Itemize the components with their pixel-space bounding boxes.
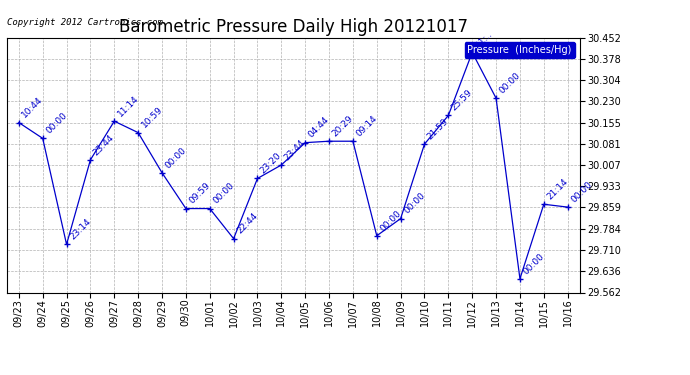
- Text: 00:00: 00:00: [402, 191, 426, 216]
- Text: 00:00: 00:00: [211, 181, 236, 206]
- Text: 09:14: 09:14: [354, 114, 379, 138]
- Text: 00:00: 00:00: [569, 180, 593, 204]
- Text: 23:14: 23:14: [68, 217, 92, 242]
- Text: 21:59: 21:59: [426, 117, 451, 141]
- Text: 04:44: 04:44: [306, 116, 331, 140]
- Text: 00:00: 00:00: [378, 209, 403, 233]
- Text: 25:59: 25:59: [450, 88, 474, 112]
- Text: 00:00: 00:00: [44, 111, 69, 136]
- Text: 11:14: 11:14: [116, 94, 140, 118]
- Text: 09:59: 09:59: [187, 181, 212, 206]
- Text: 10:44: 10:44: [20, 95, 45, 120]
- Text: 00:00: 00:00: [164, 145, 188, 170]
- Text: 22:44: 22:44: [235, 211, 259, 236]
- Legend: Pressure  (Inches/Hg): Pressure (Inches/Hg): [464, 42, 575, 58]
- Text: 23:44: 23:44: [92, 133, 116, 157]
- Text: 21:14: 21:14: [545, 177, 570, 201]
- Text: 00:00: 00:00: [522, 251, 546, 276]
- Text: 11:..: 11:..: [473, 29, 494, 50]
- Text: 20:29: 20:29: [331, 114, 355, 138]
- Text: 23:20: 23:20: [259, 151, 284, 176]
- Text: 00:00: 00:00: [497, 71, 522, 96]
- Title: Barometric Pressure Daily High 20121017: Barometric Pressure Daily High 20121017: [119, 18, 468, 36]
- Text: 10:59: 10:59: [139, 105, 164, 130]
- Text: 23:44: 23:44: [283, 138, 307, 162]
- Text: Copyright 2012 Cartronics.com: Copyright 2012 Cartronics.com: [7, 18, 163, 27]
